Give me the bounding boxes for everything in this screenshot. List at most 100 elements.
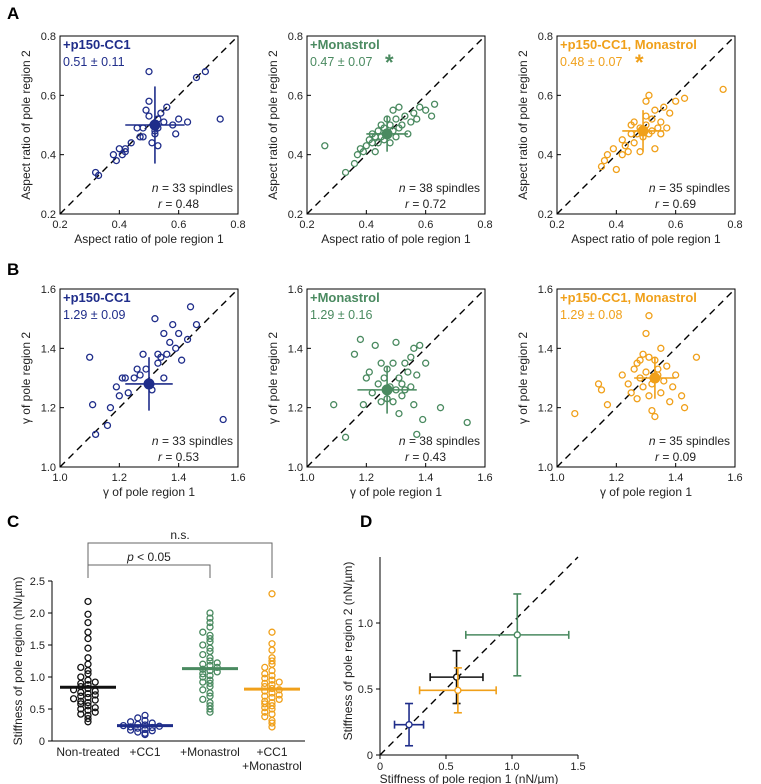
x-tick-label: 1.4	[668, 472, 683, 484]
plot-frame	[556, 288, 736, 468]
data-point	[618, 371, 626, 379]
data-point	[389, 106, 397, 114]
mean-point	[143, 378, 155, 390]
data-point	[133, 124, 141, 132]
y-axis-label: Aspect ratio of pole region 2	[266, 50, 280, 200]
x-tick-label: 1.4	[171, 472, 186, 484]
scatter-plot-a-2: 0.20.2 0.4 0.4 0.6 0.6 0.8 0.8 Aspect ratio of …	[266, 31, 493, 246]
data-point	[268, 710, 276, 718]
x-tick-label: 1.0	[549, 472, 564, 484]
data-point	[362, 142, 370, 150]
data-point	[630, 118, 638, 126]
data-point	[395, 409, 403, 418]
data-point	[261, 697, 269, 705]
data-point	[84, 714, 92, 723]
data-point	[261, 692, 269, 700]
data-point	[199, 641, 207, 649]
data-point	[571, 409, 579, 418]
sample-size-label: n = 38 spindles	[399, 434, 480, 448]
data-point	[413, 430, 421, 439]
data-point	[627, 130, 635, 138]
data-point	[163, 350, 171, 358]
mean-sd-label: 0.47 ± 0.07	[310, 55, 373, 69]
y-tick-label: 0.2	[538, 209, 553, 221]
data-point	[206, 702, 214, 710]
data-point	[91, 687, 99, 695]
data-point	[657, 130, 665, 138]
data-point	[84, 644, 92, 652]
data-point	[261, 700, 269, 708]
data-point	[275, 695, 283, 704]
mean-point	[637, 125, 649, 137]
x-tick-label: 0.6	[171, 219, 186, 231]
mean-point	[149, 119, 161, 131]
data-point	[206, 692, 214, 700]
y-tick-label: 1.4	[538, 343, 553, 355]
data-point	[630, 365, 638, 373]
data-point	[199, 678, 207, 686]
data-point	[84, 597, 92, 606]
data-point	[268, 719, 276, 727]
y-tick-label: 1.2	[538, 403, 553, 415]
data-point	[666, 398, 674, 406]
data-point	[91, 691, 99, 699]
x-tick-label: 1.2	[112, 472, 127, 484]
y-tick-label: 1.4	[288, 343, 303, 355]
y-axis-label: γ of pole region 2	[516, 332, 530, 424]
data-point	[186, 303, 195, 311]
data-point	[261, 663, 269, 672]
data-point	[612, 165, 620, 174]
y-tick-label: 1.0	[41, 462, 56, 474]
mean-point	[405, 720, 413, 729]
x-axis-label: Aspect ratio of pole region 1	[74, 232, 224, 246]
data-point	[145, 97, 153, 105]
data-point	[192, 320, 201, 329]
identity-line	[379, 556, 579, 756]
data-point	[630, 139, 638, 147]
data-point	[106, 404, 115, 412]
data-point	[392, 115, 400, 123]
data-point	[77, 710, 85, 718]
data-point	[627, 389, 635, 397]
data-point	[130, 374, 138, 382]
data-point	[86, 353, 94, 361]
y-axis-label: Stiffness of pole region 2 (nN/µm)	[341, 562, 355, 741]
data-point	[389, 398, 397, 406]
data-point	[268, 590, 276, 598]
data-point	[219, 415, 227, 424]
data-point	[109, 151, 118, 159]
y-tick-label: 1.0	[288, 462, 303, 474]
data-point	[160, 329, 168, 338]
data-point	[657, 389, 665, 397]
data-point	[389, 359, 397, 367]
data-point	[134, 714, 142, 722]
data-point	[145, 112, 153, 120]
data-point	[353, 151, 362, 159]
data-point	[177, 356, 186, 364]
data-point	[84, 660, 92, 668]
y-tick-label: 0.8	[538, 31, 553, 43]
significance-label: p < 0.05	[126, 550, 171, 564]
data-point	[609, 145, 618, 153]
plot-title: +p150-CC1, Monastrol	[560, 290, 697, 305]
data-point	[672, 371, 680, 379]
data-point	[404, 368, 412, 376]
data-point	[145, 67, 153, 76]
x-tick-label: 0.2	[549, 219, 564, 231]
data-point	[645, 91, 653, 99]
x-tick-label: 0.8	[477, 219, 492, 231]
data-point	[427, 112, 436, 120]
identity-line	[556, 35, 736, 215]
data-point	[84, 698, 92, 707]
data-point	[69, 695, 78, 703]
data-point	[151, 315, 159, 323]
data-point	[341, 433, 350, 441]
category-label: +Monastrol	[242, 759, 302, 773]
data-point	[199, 628, 207, 636]
x-axis-label: Stiffness of pole region 1 (nN/µm)	[380, 772, 559, 784]
correlation-label: r = 0.48	[158, 197, 199, 211]
correlation-label: r = 0.09	[655, 450, 696, 464]
x-tick-label: 1.2	[359, 472, 374, 484]
data-point	[663, 362, 671, 370]
panel-letter-c: C	[7, 512, 19, 531]
